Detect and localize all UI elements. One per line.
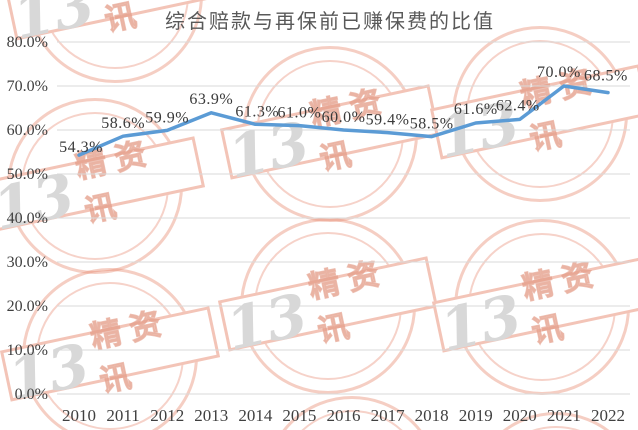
x-tick-label: 2014 (238, 406, 273, 425)
y-tick-label: 50.0% (7, 166, 48, 183)
x-tick-label: 2013 (194, 406, 228, 425)
chart-title: 综合赔款与再保前已赚保费的比值 (165, 11, 495, 33)
data-label: 68.5% (584, 68, 628, 85)
data-label: 62.4% (496, 97, 540, 114)
x-tick-label: 2011 (106, 406, 139, 425)
data-label: 54.3% (59, 139, 103, 156)
x-tick-label: 2012 (150, 406, 184, 425)
data-label: 59.4% (366, 112, 410, 129)
x-tick-label: 2022 (591, 406, 625, 425)
data-label: 70.0% (537, 64, 581, 81)
data-label: 59.9% (145, 109, 189, 126)
x-tick-label: 2020 (503, 406, 537, 425)
y-tick-label: 30.0% (7, 254, 48, 271)
y-tick-label: 40.0% (7, 210, 48, 227)
y-tick-label: 10.0% (7, 342, 48, 359)
data-label: 61.6% (454, 101, 498, 118)
y-tick-label: 70.0% (7, 78, 48, 95)
data-label: 63.9% (189, 91, 233, 108)
x-tick-label: 2021 (547, 406, 581, 425)
y-tick-label: 60.0% (7, 122, 48, 139)
x-tick-label: 2016 (327, 406, 361, 425)
data-label: 61.0% (278, 105, 322, 122)
y-tick-label: 0.0% (15, 386, 48, 403)
x-tick-label: 2015 (282, 406, 316, 425)
x-tick-label: 2017 (371, 406, 406, 425)
x-tick-label: 2010 (62, 406, 96, 425)
x-tick-label: 2019 (459, 406, 493, 425)
x-tick-label: 2018 (415, 406, 449, 425)
data-label: 61.3% (235, 103, 279, 120)
y-tick-label: 20.0% (7, 298, 48, 315)
data-label: 58.6% (101, 115, 145, 132)
data-label: 60.0% (322, 109, 366, 126)
data-label: 58.5% (410, 116, 454, 133)
y-tick-label: 80.0% (7, 34, 48, 51)
